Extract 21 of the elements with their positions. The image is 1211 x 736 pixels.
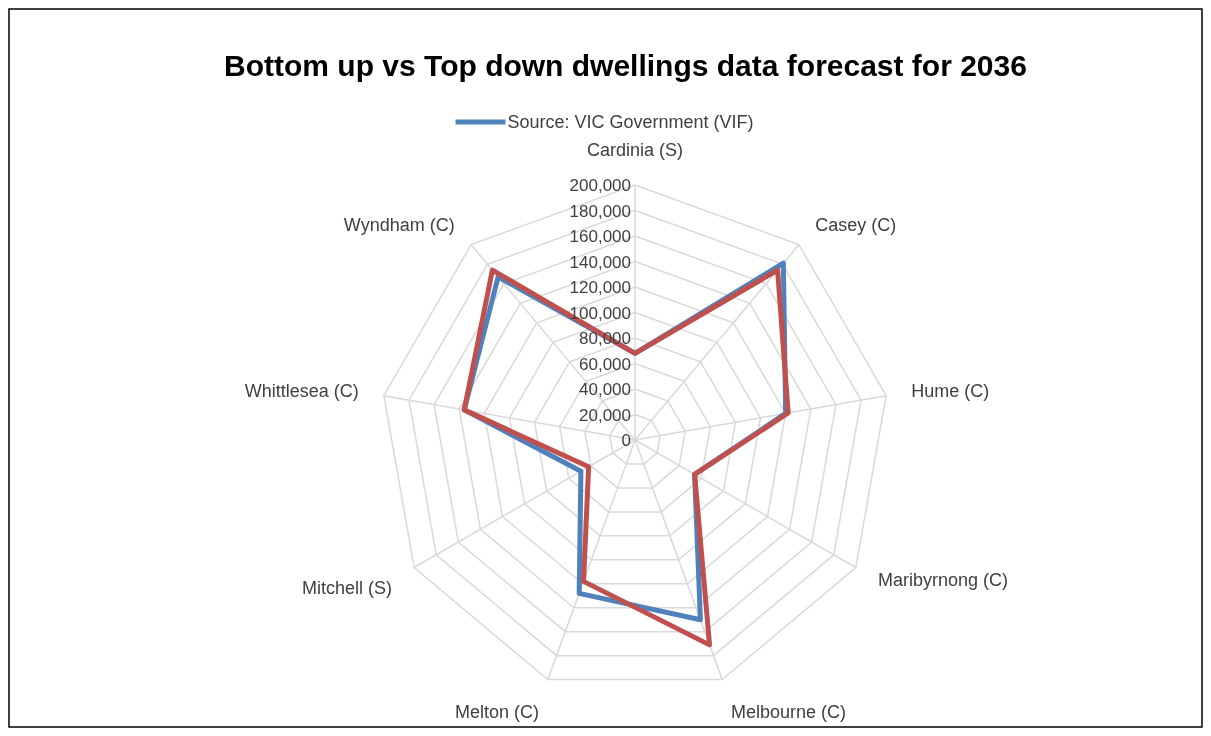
y-tick-label: 120,000 [569, 278, 631, 297]
spoke-label: Maribyrnong (C) [877, 570, 1008, 591]
legend-label: Source: VIC Government (VIF) [507, 112, 754, 132]
y-tick-label: 180,000 [569, 201, 631, 221]
y-tick-label: 140,000 [569, 252, 631, 272]
spoke-label: Cardinia (S) [586, 139, 684, 160]
y-tick-label: 100,000 [569, 303, 631, 323]
spoke-label: Melton (C) [455, 701, 540, 722]
spoke-label: Hume (C) [911, 381, 990, 402]
spoke-label: Wyndham (C) [343, 215, 455, 236]
y-tick-label: 0 [621, 431, 631, 450]
spoke-label: Casey (C) [815, 215, 897, 236]
spoke-label: Whittlesea (C) [244, 381, 359, 402]
chart-title: Bottom up vs Top down dwellings data forecast for 2036 [224, 49, 1027, 82]
spoke-label: Mitchell (S) [302, 578, 393, 599]
spoke-label: Melbourne (C) [730, 701, 846, 722]
y-tick-label: 40,000 [579, 380, 631, 399]
y-tick-label: 60,000 [579, 354, 631, 374]
y-tick-label: 200,000 [569, 176, 631, 195]
y-tick-label: 20,000 [579, 405, 631, 425]
y-tick-label: 160,000 [569, 227, 631, 246]
